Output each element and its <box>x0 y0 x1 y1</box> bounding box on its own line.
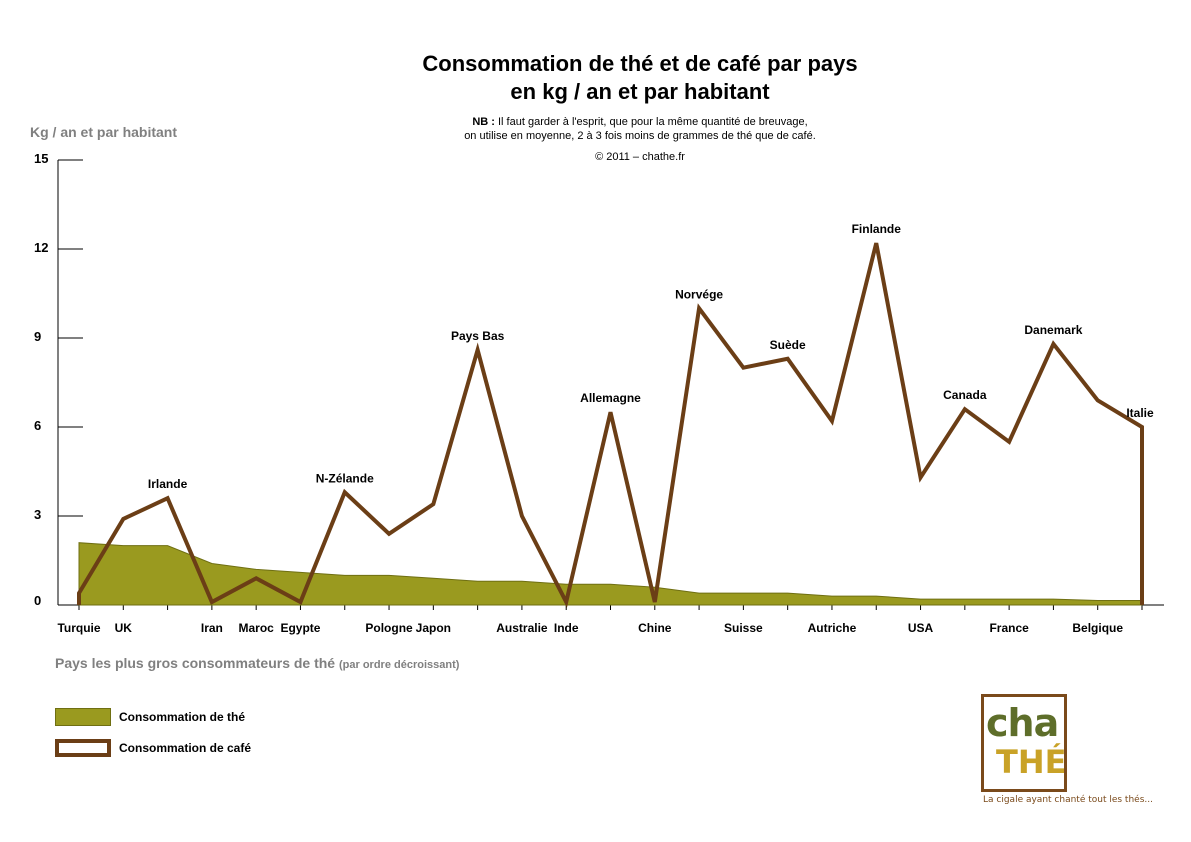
x-tick-label: Iran <box>201 621 223 635</box>
x-axis-label: Pays les plus gros consommateurs de thé … <box>55 655 459 671</box>
coffee-point-label: N-Zélande <box>316 471 374 485</box>
x-tick-label: Pologne <box>365 621 413 635</box>
logo-text-the: THÉ <box>996 743 1067 781</box>
coffee-point-label: Suède <box>770 338 806 352</box>
y-axis-label: Kg / an et par habitant <box>30 124 178 140</box>
y-tick-label: 15 <box>34 151 48 166</box>
tea-area <box>78 542 1143 606</box>
x-tick-label: Maroc <box>238 621 274 635</box>
x-tick-label: Autriche <box>808 621 857 635</box>
x-axis-label-main: Pays les plus gros consommateurs de thé <box>55 655 336 671</box>
copyright: © 2011 – chathe.fr <box>595 151 685 163</box>
x-tick-label: Inde <box>554 621 579 635</box>
chathe-logo: cha THÉ <box>981 694 1067 792</box>
note-line1: Il faut garder à l'esprit, que pour la m… <box>494 116 808 128</box>
coffee-point-label: Finlande <box>852 222 902 236</box>
legend-swatch-tea <box>55 708 111 726</box>
x-tick-label: Egypte <box>280 621 320 635</box>
x-tick-label: USA <box>908 621 934 635</box>
legend-label-coffee: Consommation de café <box>119 741 252 755</box>
x-axis-label-note: (par ordre décroissant) <box>339 659 460 671</box>
x-tick-label: France <box>989 621 1029 635</box>
x-tick-label: UK <box>115 621 133 635</box>
chart-title: Consommation de thé et de café par pays … <box>340 50 940 106</box>
x-tick-label: Japon <box>416 621 451 635</box>
chart-title-line2: en kg / an et par habitant <box>510 79 770 104</box>
y-tick-label: 6 <box>34 418 41 433</box>
x-tick-label: Belgique <box>1072 621 1123 635</box>
x-tick-label: Australie <box>496 621 548 635</box>
chart-note: NB : Il faut garder à l'esprit, que pour… <box>340 115 940 143</box>
legend-swatch-coffee <box>55 739 111 757</box>
x-tick-label: Suisse <box>724 621 763 635</box>
note-prefix: NB : <box>472 116 495 128</box>
coffee-point-label: Canada <box>943 388 987 402</box>
chart-title-line1: Consommation de thé et de café par pays <box>422 51 858 76</box>
coffee-point-label: Irlande <box>148 477 188 491</box>
coffee-point-label: Norvége <box>675 287 723 301</box>
coffee-point-label: Pays Bas <box>451 329 505 343</box>
x-tick-label: Turquie <box>57 621 100 635</box>
coffee-point-label: Allemagne <box>580 391 641 405</box>
coffee-point-label: Danemark <box>1024 323 1082 337</box>
note-line2: on utilise en moyenne, 2 à 3 fois moins … <box>464 130 816 142</box>
legend-label-tea: Consommation de thé <box>119 710 246 724</box>
y-tick-label: 9 <box>34 329 41 344</box>
y-tick-label: 3 <box>34 507 41 522</box>
y-tick-label: 12 <box>34 240 48 255</box>
y-tick-label: 0 <box>34 593 41 608</box>
logo-text-cha: cha <box>986 701 1059 745</box>
logo-tagline: La cigale ayant chanté tout les thés... <box>983 795 1153 805</box>
x-tick-label: Chine <box>638 621 672 635</box>
coffee-line <box>77 242 1144 608</box>
coffee-point-label: Italie <box>1126 406 1154 420</box>
